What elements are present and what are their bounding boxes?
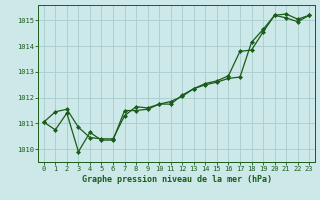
X-axis label: Graphe pression niveau de la mer (hPa): Graphe pression niveau de la mer (hPa) bbox=[82, 175, 271, 184]
